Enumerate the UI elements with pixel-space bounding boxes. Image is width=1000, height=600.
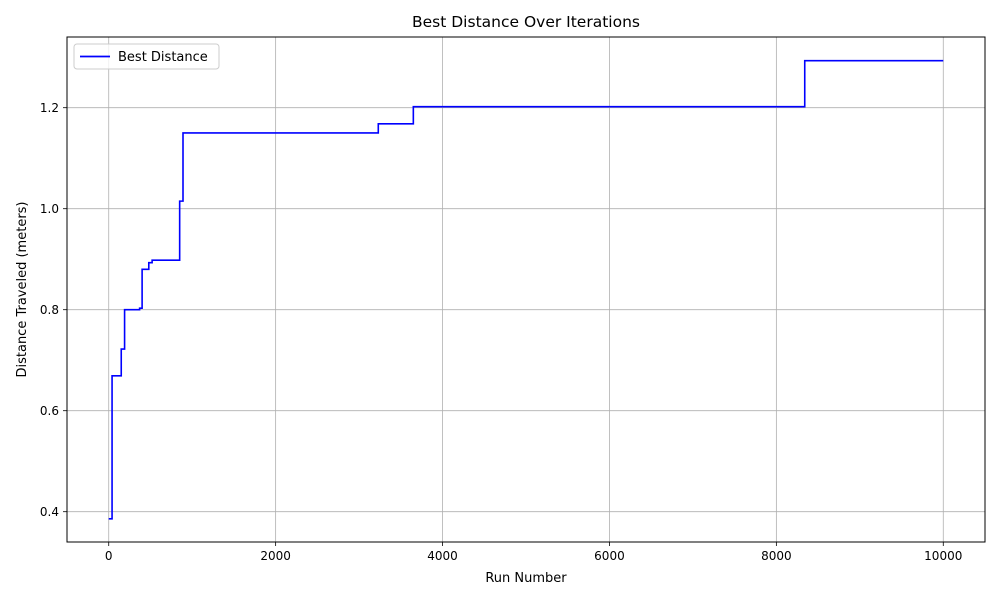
- legend-box: [73, 43, 220, 70]
- ticks: 0 2000 4000 6000 8000 10000 0.4 0.6 0.8 1.0 1.2: [40, 101, 962, 563]
- y-axis-label: Distance Traveled (meters): [15, 201, 30, 377]
- y-tick-label: 1.0: [40, 202, 59, 216]
- x-tick-label: 8000: [761, 549, 792, 563]
- y-tick-label: 0.8: [40, 303, 59, 317]
- x-axis-label: Run Number: [485, 571, 567, 586]
- chart-title: Best Distance Over Iterations: [412, 13, 640, 31]
- legend-label: Best Distance: [118, 50, 208, 65]
- plot-area-frame: [66, 36, 986, 543]
- legend: Best Distance: [73, 43, 220, 70]
- x-tick-label: 0: [105, 549, 113, 563]
- x-tick-label: 6000: [594, 549, 625, 563]
- x-tick-label: 4000: [427, 549, 458, 563]
- x-tick-label: 2000: [260, 549, 291, 563]
- grid: [67, 37, 985, 542]
- y-tick-label: 1.2: [40, 101, 59, 115]
- y-tick-label: 0.4: [40, 505, 59, 519]
- x-tick-label: 10000: [924, 549, 962, 563]
- series-line-best-distance: [108, 59, 944, 520]
- series-layer: [108, 59, 944, 520]
- y-tick-label: 0.6: [40, 404, 59, 418]
